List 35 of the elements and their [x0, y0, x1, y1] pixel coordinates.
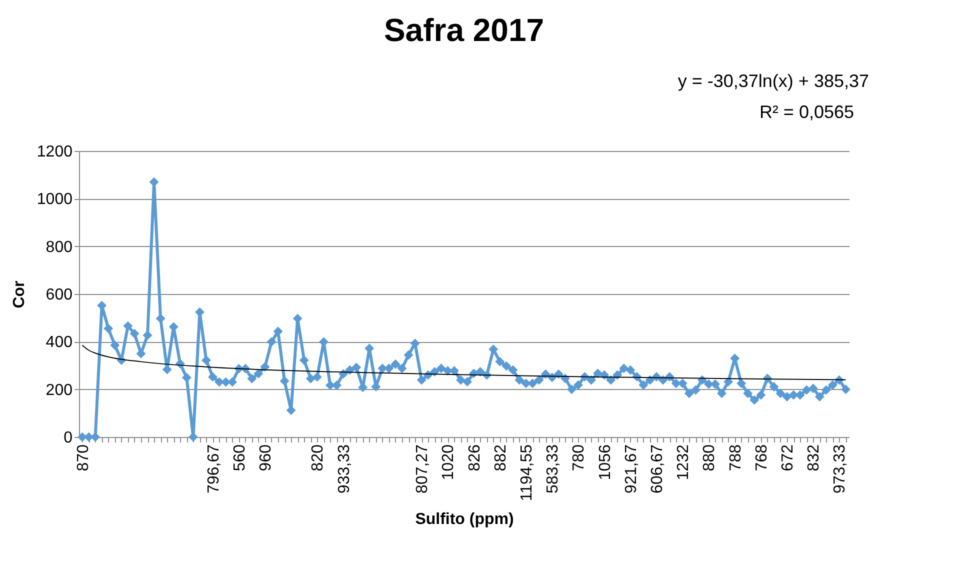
- x-tick-label: 788: [727, 444, 744, 472]
- x-axis-title: Sulfito (ppm): [415, 511, 514, 528]
- y-tick-label: 600: [46, 286, 73, 304]
- y-tick-label: 0: [64, 430, 73, 446]
- y-axis-title: Cor: [10, 280, 28, 308]
- y-tick-label: 200: [46, 382, 73, 399]
- x-tick-label: 780: [570, 444, 588, 472]
- x-tick-label: 921,67: [622, 444, 640, 494]
- x-tick-label: 973,33: [832, 444, 849, 494]
- x-tick-label: 768: [753, 444, 770, 472]
- x-tick-label: 1194,55: [518, 444, 536, 502]
- x-tick-label: 560: [231, 444, 248, 472]
- y-tick-label: 1200: [36, 144, 73, 160]
- x-tick-label: 880: [701, 444, 718, 472]
- x-tick-label: 672: [780, 444, 797, 472]
- x-tick-label: 807,27: [414, 444, 432, 494]
- text: y = -30,37ln(x) + 385,37: [678, 71, 869, 91]
- x-tick-label: 870: [74, 444, 92, 472]
- x-tick-label: 882: [492, 444, 510, 472]
- x-tick-label: 1232: [675, 444, 692, 480]
- x-tick-label: 826: [466, 444, 484, 472]
- x-tick-label: 1056: [596, 444, 614, 480]
- chart-title: Safra 2017: [384, 12, 544, 48]
- x-tick-label: 796,67: [205, 444, 222, 494]
- x-tick-label: 832: [806, 444, 823, 472]
- x-tick-label: 583,33: [544, 444, 562, 494]
- x-tick-label: 933,33: [336, 444, 353, 494]
- text: R² = 0,0565: [759, 102, 854, 122]
- y-tick-label: 1000: [36, 191, 73, 208]
- x-tick-label: 606,67: [649, 444, 666, 494]
- y-tick-label: 400: [46, 334, 73, 352]
- x-tick-label: 820: [310, 444, 327, 472]
- x-tick-label: 1020: [440, 444, 458, 480]
- x-tick-label: 960: [257, 444, 274, 472]
- y-tick-label: 800: [46, 238, 73, 256]
